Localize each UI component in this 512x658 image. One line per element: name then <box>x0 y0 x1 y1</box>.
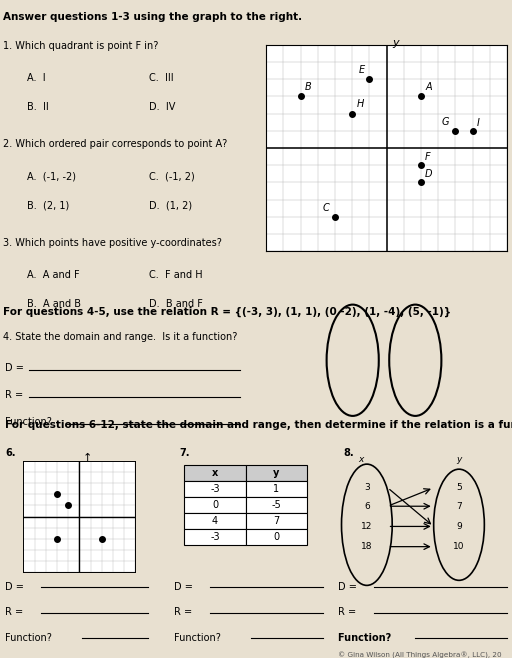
Text: C.  III: C. III <box>150 73 174 83</box>
Text: 12: 12 <box>361 522 373 531</box>
Text: -3: -3 <box>210 484 220 494</box>
Bar <box>184 465 246 481</box>
Text: 9: 9 <box>456 522 462 531</box>
Text: B: B <box>305 82 312 92</box>
Text: C: C <box>323 203 330 213</box>
Bar <box>184 481 246 497</box>
Text: y: y <box>456 455 462 464</box>
Text: For questions 6-12, state the domain and range, then determine if the relation i: For questions 6-12, state the domain and… <box>5 420 512 430</box>
Text: Answer questions 1-3 using the graph to the right.: Answer questions 1-3 using the graph to … <box>3 12 302 22</box>
Text: R =: R = <box>5 607 27 617</box>
Text: Function?: Function? <box>174 632 224 642</box>
Text: 10: 10 <box>453 542 465 551</box>
Text: 1. Which quadrant is point F in?: 1. Which quadrant is point F in? <box>3 41 158 51</box>
Text: y: y <box>273 468 280 478</box>
Text: G: G <box>441 116 449 126</box>
Text: B.  II: B. II <box>27 102 49 112</box>
Text: 7.: 7. <box>179 448 190 458</box>
Text: C.  (-1, 2): C. (-1, 2) <box>150 171 195 181</box>
Bar <box>246 465 307 481</box>
Text: H: H <box>356 99 364 109</box>
Text: B.  A and B: B. A and B <box>27 299 81 309</box>
Text: 5: 5 <box>456 483 462 492</box>
Bar <box>246 529 307 545</box>
Text: C.  F and H: C. F and H <box>150 270 203 280</box>
Bar <box>246 513 307 529</box>
Text: F: F <box>425 152 431 162</box>
Bar <box>184 513 246 529</box>
Bar <box>184 529 246 545</box>
Text: 1: 1 <box>273 484 280 494</box>
Text: R =: R = <box>338 607 359 617</box>
Text: D: D <box>425 169 433 179</box>
Text: 3: 3 <box>364 483 370 492</box>
Text: 8.: 8. <box>343 448 354 458</box>
Text: D =: D = <box>174 582 196 592</box>
Text: D.  B and F: D. B and F <box>150 299 203 309</box>
Text: 4: 4 <box>212 516 218 526</box>
Text: 7: 7 <box>456 502 462 511</box>
Text: E: E <box>359 65 365 75</box>
Text: 6: 6 <box>364 502 370 511</box>
Text: D =: D = <box>5 363 27 373</box>
Bar <box>246 481 307 497</box>
Text: A.  A and F: A. A and F <box>27 270 80 280</box>
Text: 0: 0 <box>273 532 280 542</box>
Text: ↑: ↑ <box>83 453 92 463</box>
Text: 18: 18 <box>361 542 373 551</box>
Text: 7: 7 <box>273 516 280 526</box>
Text: -5: -5 <box>271 500 282 510</box>
Text: R =: R = <box>5 390 27 400</box>
Text: y: y <box>393 38 399 48</box>
Text: A: A <box>425 82 432 92</box>
Text: R =: R = <box>174 607 196 617</box>
Text: Function?: Function? <box>338 632 395 642</box>
Text: -3: -3 <box>210 532 220 542</box>
Text: For questions 4-5, use the relation R = {(-3, 3), (1, 1), (0 -2), (1, -4), (5, -: For questions 4-5, use the relation R = … <box>3 307 451 318</box>
Text: D =: D = <box>5 582 27 592</box>
Bar <box>184 497 246 513</box>
Text: 3. Which points have positive y-coordinates?: 3. Which points have positive y-coordina… <box>3 238 222 248</box>
Text: © Gina Wilson (All Things Algebra®, LLC), 20: © Gina Wilson (All Things Algebra®, LLC)… <box>338 651 502 658</box>
Text: 6.: 6. <box>5 448 16 458</box>
Text: 2. Which ordered pair corresponds to point A?: 2. Which ordered pair corresponds to poi… <box>3 139 227 149</box>
Text: x: x <box>358 455 364 464</box>
Text: B.  (2, 1): B. (2, 1) <box>27 200 70 210</box>
Text: A.  I: A. I <box>27 73 46 83</box>
Text: D.  (1, 2): D. (1, 2) <box>150 200 193 210</box>
Text: 4. State the domain and range.  Is it a function?: 4. State the domain and range. Is it a f… <box>3 332 237 342</box>
Text: Function?: Function? <box>5 417 55 427</box>
Text: x: x <box>212 468 218 478</box>
Text: 0: 0 <box>212 500 218 510</box>
Text: Function?: Function? <box>5 632 55 642</box>
Bar <box>246 497 307 513</box>
Text: D.  IV: D. IV <box>150 102 176 112</box>
Text: D =: D = <box>338 582 360 592</box>
Text: I: I <box>477 118 480 128</box>
Text: A.  (-1, -2): A. (-1, -2) <box>27 171 76 181</box>
